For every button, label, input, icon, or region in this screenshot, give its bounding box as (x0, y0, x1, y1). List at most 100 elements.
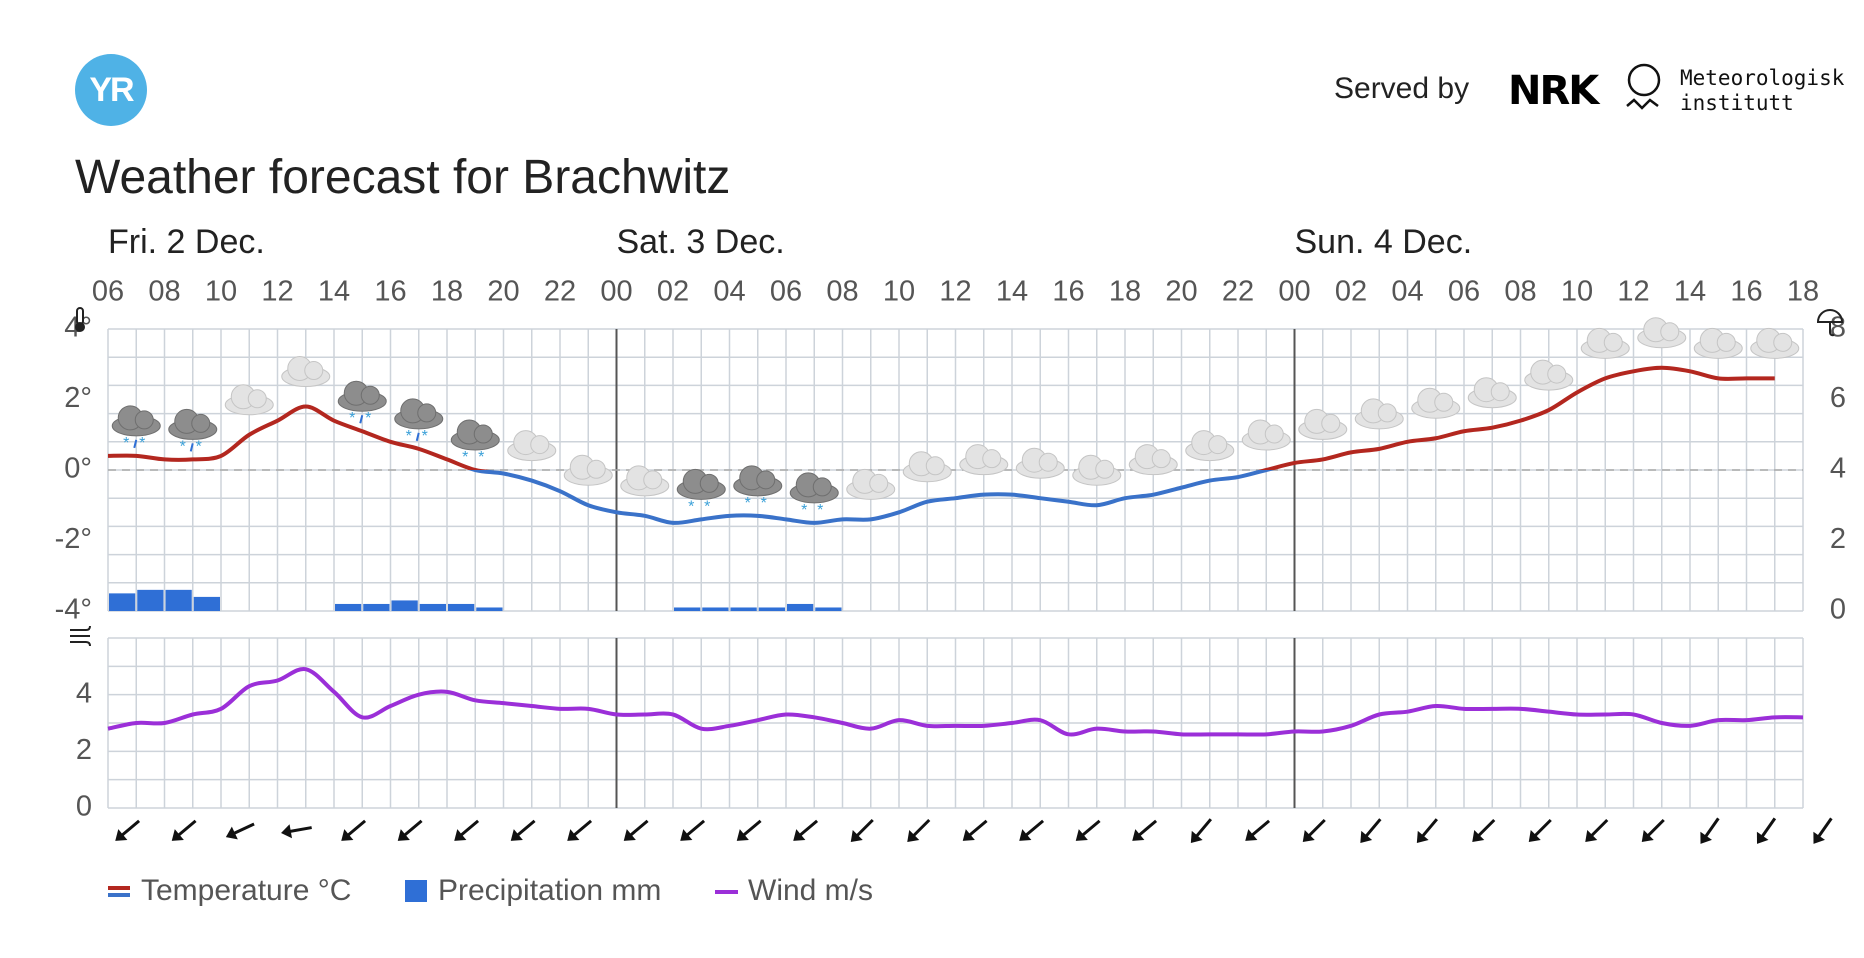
yr-logo-text: YR (89, 70, 134, 109)
cloud-shape (1095, 459, 1115, 479)
arrow-shaft (1193, 818, 1212, 840)
arrow-head (907, 830, 920, 842)
temp-axis-tick: -4° (55, 594, 92, 626)
snowflake-mark: * (139, 435, 145, 452)
hour-tick-label: 06 (1448, 276, 1480, 308)
met-name-line2: institutt (1680, 91, 1794, 115)
cloud-shape (417, 403, 437, 423)
hour-tick-label: 10 (1561, 276, 1593, 308)
precip-axis-tick: 8 (1830, 312, 1846, 344)
wind-direction-arrow-icon (1132, 819, 1158, 841)
arrow-shaft (1079, 819, 1101, 839)
precipitation-bar (391, 600, 418, 611)
wind-direction-arrow-icon (1245, 819, 1271, 841)
snowflake-mark: * (123, 435, 129, 452)
met-institute-logo-icon[interactable] (1624, 62, 1664, 118)
cloud-shape (1264, 424, 1284, 444)
snowflake-mark: * (196, 438, 202, 455)
arrow-shaft (627, 819, 649, 839)
wind-direction-arrow-icon (1813, 817, 1833, 844)
weather-symbol-cloudy-icon (1128, 444, 1178, 476)
wind-direction-arrow-icon (454, 819, 480, 841)
hour-tick-label: 14 (318, 276, 350, 308)
arrow-shaft (570, 819, 593, 839)
precipitation-bar (419, 603, 446, 611)
hour-tick-label: 08 (1504, 276, 1536, 308)
raindrop-mark (189, 443, 194, 452)
arrow-head (623, 829, 636, 841)
arrow-head (1585, 830, 1598, 842)
weather-symbol-sleet-icon: * * (337, 380, 387, 427)
hour-tick-label: 12 (939, 276, 971, 308)
arrow-head (1019, 829, 1032, 841)
arrow-head (1075, 829, 1088, 841)
arrow-head (1813, 831, 1825, 844)
umbrella-icon (1816, 309, 1844, 337)
arrow-head (281, 824, 293, 839)
wind-direction-arrow-icon (1756, 817, 1777, 844)
arrow-head (567, 829, 580, 841)
cloud-shape (643, 470, 663, 490)
precipitation-bar (702, 607, 729, 611)
hour-tick-label: 18 (1109, 276, 1141, 308)
wind-direction-arrow-icon (736, 819, 762, 841)
umbrella-icon-handle (1829, 322, 1835, 337)
arrow-head (1700, 831, 1712, 844)
cloud-shape (1321, 413, 1341, 433)
hour-tick-label: 16 (1730, 276, 1762, 308)
cloud-shape (699, 473, 719, 493)
hour-tick-label: 22 (1222, 276, 1254, 308)
wind-direction-arrow-icon (1302, 818, 1326, 842)
weather-symbol-cloudy-icon (1072, 454, 1122, 486)
weather-symbol-cloudy-icon (1693, 327, 1743, 359)
day-label: Sat. 3 Dec. (617, 223, 785, 261)
precip-axis-tick: 6 (1830, 382, 1846, 414)
wind-direction-arrow-icon (1416, 818, 1438, 844)
wind-direction-arrow-icon (907, 818, 931, 842)
cloud-shape (473, 424, 493, 444)
wind-direction-arrow-icon (1075, 819, 1101, 841)
met-institute-name[interactable]: Meteorologisk institutt (1680, 66, 1844, 116)
wind-direction-arrow-icon (281, 824, 312, 839)
wind-direction-arrow-icon (397, 819, 423, 841)
cloud-shape (1716, 332, 1736, 352)
arrow-shaft (175, 819, 197, 839)
arrow-head (510, 829, 523, 841)
wind-direction-arrow-icon (1472, 818, 1496, 842)
arrow-shaft (118, 819, 141, 839)
legend-label-temperature: Temperature °C (141, 874, 351, 907)
precip-axis-tick: 2 (1830, 523, 1846, 555)
nrk-logo[interactable]: NRK (1508, 68, 1599, 114)
arrow-head (793, 829, 806, 841)
precipitation-bar (476, 607, 503, 611)
precipitation-bar (335, 603, 362, 611)
wind-direction-arrow-icon (510, 819, 536, 841)
cloud-shape (1660, 322, 1680, 342)
snowflake-mark: * (688, 498, 694, 515)
hour-tick-label: 02 (1335, 276, 1367, 308)
snowflake-mark: * (745, 495, 751, 512)
weather-symbol-cloudy-icon (507, 430, 557, 462)
cloud-shape (756, 470, 776, 490)
yr-logo[interactable]: YR (75, 54, 147, 126)
cloud-shape (925, 456, 945, 476)
precipitation-bar (363, 603, 390, 611)
raindrop-mark (133, 439, 138, 449)
day-label: Sun. 4 Dec. (1295, 223, 1473, 261)
hour-tick-label: 18 (1787, 276, 1819, 308)
precipitation-bar (137, 589, 164, 611)
wind-direction-arrow-icon (1641, 818, 1665, 842)
snowflake-mark: * (801, 502, 807, 519)
hour-tick-label: 20 (487, 276, 519, 308)
arrow-head (1190, 830, 1203, 844)
cloud-shape (1377, 403, 1397, 423)
precipitation-bar (730, 607, 757, 611)
precipitation-bar (815, 607, 842, 611)
wind-direction-arrow-icon (1700, 817, 1720, 844)
precipitation-bar (674, 607, 701, 611)
precipitation-legend-icon (405, 880, 427, 902)
hour-tick-label: 12 (1617, 276, 1649, 308)
arrow-head (115, 829, 128, 841)
wind-direction-arrow-icon (115, 819, 141, 841)
cloud-shape (1208, 435, 1228, 455)
